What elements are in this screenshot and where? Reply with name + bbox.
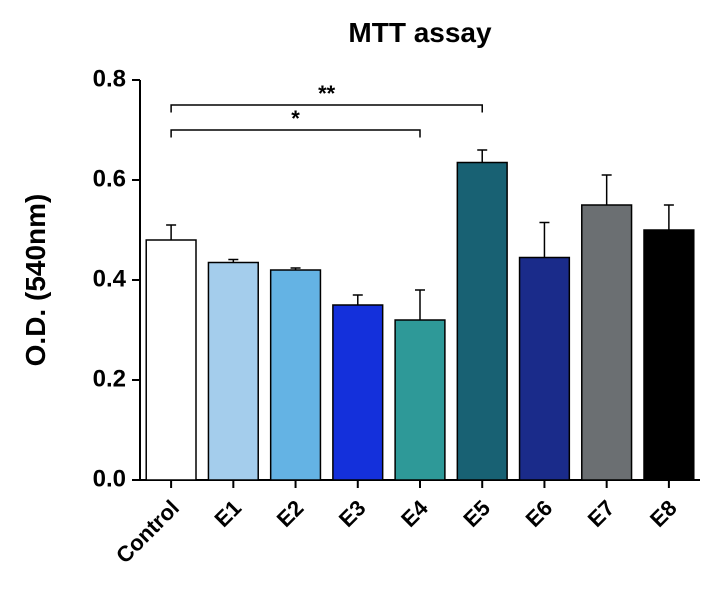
chart-svg: MTT assay O.D. (540nm) 0.0 0.2 0.4 0.6 0.8 Cont…: [0, 0, 718, 599]
bar: [582, 205, 632, 480]
y-tick-label: 0.8: [93, 65, 126, 92]
y-tick-label: 0.6: [93, 165, 126, 192]
x-tick-label: E4: [396, 495, 433, 532]
y-axis-label: O.D. (540nm): [20, 194, 51, 367]
x-tick-label: E6: [521, 495, 558, 532]
x-tick-label: Control: [111, 495, 184, 568]
significance-label: **: [318, 81, 336, 106]
bar: [395, 320, 445, 480]
bar: [644, 230, 694, 480]
y-tick-label: 0.0: [93, 465, 126, 492]
bar: [271, 270, 321, 480]
bar: [520, 258, 570, 481]
y-tick-label: 0.4: [93, 265, 127, 292]
x-tick-label: E7: [583, 495, 620, 532]
bar: [333, 305, 383, 480]
x-tick-label: E1: [209, 495, 246, 532]
bar: [146, 240, 196, 480]
significance-label: *: [291, 106, 300, 131]
bar: [208, 263, 258, 481]
significance-bracket: [171, 130, 420, 138]
x-tick-label: E5: [458, 495, 495, 532]
chart-container: MTT assay O.D. (540nm) 0.0 0.2 0.4 0.6 0.8 Cont…: [0, 0, 718, 599]
significance-bracket: [171, 105, 482, 113]
bar: [457, 163, 507, 481]
chart-title: MTT assay: [348, 17, 492, 48]
y-tick-label: 0.2: [93, 365, 126, 392]
x-tick-label: E2: [272, 495, 309, 532]
x-tick-label: E8: [645, 495, 682, 532]
x-tick-label: E3: [334, 495, 371, 532]
